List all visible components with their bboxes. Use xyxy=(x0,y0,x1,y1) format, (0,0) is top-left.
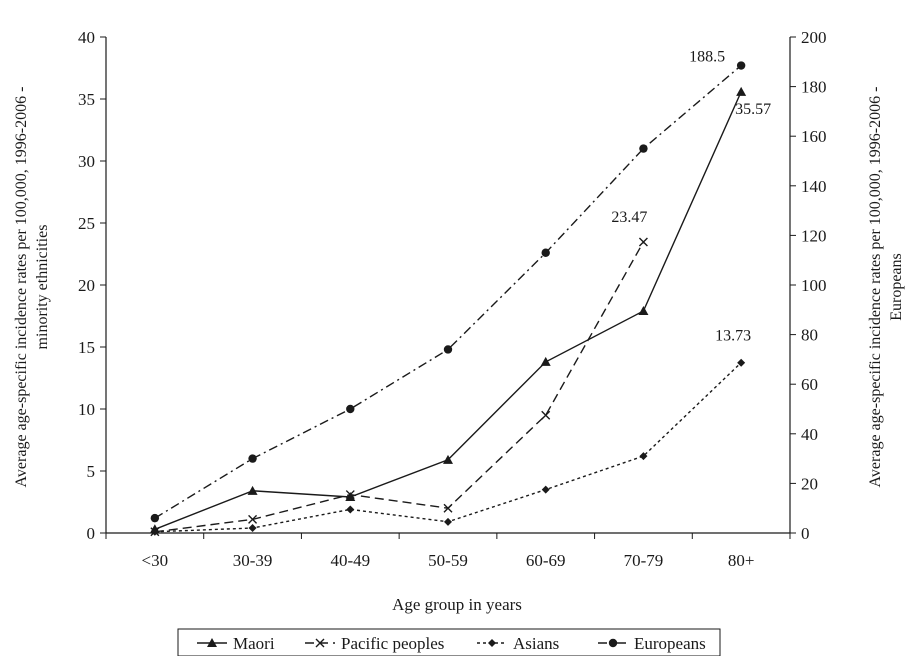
series-point-europeans xyxy=(736,61,746,70)
legend-label-pacific-peoples: Pacific peoples xyxy=(341,634,444,653)
data-label-europeans: 188.5 xyxy=(689,49,725,66)
y-left-tick-label: 0 xyxy=(87,524,96,543)
series-point-europeans xyxy=(443,345,453,354)
y-left-tick-label: 15 xyxy=(78,338,95,357)
series-point-maori xyxy=(443,454,453,464)
series-point-asians xyxy=(150,527,159,536)
y-right-tick-label: 140 xyxy=(801,177,827,196)
series-point-europeans xyxy=(150,513,160,523)
chart-labels: 35.57 23.47 13.73 188.5 xyxy=(611,49,771,345)
y-right-tick-label: 80 xyxy=(801,326,818,345)
y-right-tick-label: 60 xyxy=(801,375,818,394)
y-left-tick-label: 30 xyxy=(78,152,95,171)
y-left-tick-label: 20 xyxy=(78,276,95,295)
series-point-pacific-peoples xyxy=(541,410,551,420)
legend-marker-europeans xyxy=(608,638,618,648)
y-left-tick-label: 35 xyxy=(78,90,95,109)
y-axis-left-title-line2: minority ethnicities xyxy=(34,225,51,350)
series-point-europeans xyxy=(541,248,550,257)
series-point-pacific-peoples xyxy=(443,503,453,513)
x-tick-label: <30 xyxy=(142,551,169,570)
data-label-asians: 13.73 xyxy=(715,328,751,345)
data-label-pacific-peoples: 23.47 xyxy=(611,209,647,226)
legend-marker-pacific-peoples xyxy=(315,638,325,648)
series-point-maori xyxy=(540,356,551,366)
series-line-asians xyxy=(154,362,742,533)
y-axis-right-title-line2: Europeans xyxy=(888,253,905,321)
y-right-tick-label: 200 xyxy=(801,28,827,47)
series-line-pacific-peoples xyxy=(154,241,645,533)
series-point-asians xyxy=(737,358,746,367)
series-point-asians xyxy=(639,452,648,461)
legend-marker-maori xyxy=(207,638,217,647)
legend-marker-asians xyxy=(488,639,496,647)
x-axis-title: Age group in years xyxy=(392,595,522,614)
y-right-tick-label: 160 xyxy=(801,127,827,146)
y-right-tick-label: 0 xyxy=(801,524,810,543)
y-left-tick-label: 40 xyxy=(78,28,95,47)
x-tick-label: 30-39 xyxy=(233,551,273,570)
y-right-tick-label: 40 xyxy=(801,425,818,444)
x-tick-label: 50-59 xyxy=(428,551,468,570)
series-point-maori xyxy=(736,86,747,96)
x-tick-label: 70-79 xyxy=(624,551,664,570)
legend-box xyxy=(177,628,721,656)
chart-legend: Maori Pacific peoples Asians Europeans xyxy=(177,628,721,656)
y-right-tick-label: 100 xyxy=(801,276,827,295)
y-left-tick-label: 5 xyxy=(87,462,96,481)
series-point-asians xyxy=(346,505,355,514)
series-point-maori xyxy=(247,485,258,495)
series-point-maori xyxy=(638,306,649,316)
series-point-europeans xyxy=(248,454,257,463)
legend-label-europeans: Europeans xyxy=(634,634,706,653)
x-tick-label: 60-69 xyxy=(526,551,566,570)
series-point-maori xyxy=(345,492,356,502)
series-point-asians xyxy=(541,485,550,494)
y-right-tick-label: 180 xyxy=(801,78,827,97)
legend-label-maori: Maori xyxy=(233,634,275,653)
x-tick-label: 80+ xyxy=(728,551,755,570)
y-axis-right-title-line1: Average age-specific incidence rates per… xyxy=(867,87,884,488)
x-tick-label: 40-49 xyxy=(330,551,370,570)
series-line-europeans xyxy=(154,64,742,519)
series-point-europeans xyxy=(346,404,355,414)
y-right-tick-label: 20 xyxy=(801,474,818,493)
data-label-maori: 35.57 xyxy=(735,101,771,118)
legend-label-asians: Asians xyxy=(513,634,559,653)
y-right-tick-label: 120 xyxy=(801,226,827,245)
chart-series xyxy=(149,61,747,537)
y-left-tick-label: 10 xyxy=(78,400,95,419)
series-point-pacific-peoples xyxy=(248,514,258,524)
y-axis-left-title-line1: Average age-specific incidence rates per… xyxy=(13,87,30,488)
series-point-pacific-peoples xyxy=(345,490,355,500)
y-left-tick-label: 25 xyxy=(78,214,95,233)
series-point-europeans xyxy=(639,144,648,153)
chart-ticks: 0 5 10 15 20 25 30 35 40 0 20 40 60 80 100 120 140 160 180… xyxy=(78,28,827,570)
series-point-asians xyxy=(444,517,452,526)
series-point-asians xyxy=(248,524,257,533)
series-point-pacific-peoples xyxy=(638,237,648,247)
